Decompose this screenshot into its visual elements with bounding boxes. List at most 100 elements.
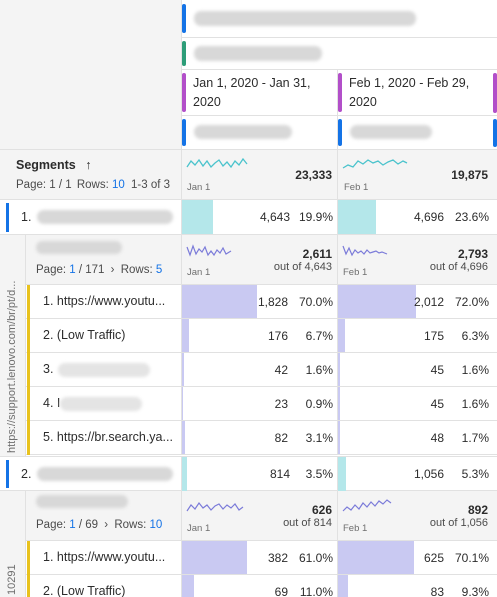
- table-row[interactable]: 2. (Low Traffic) 176 6.7% 175 6.3%: [26, 319, 497, 353]
- row-label: 2. (Low Traffic): [43, 328, 126, 342]
- breakdown-pagination: Page: 1 / 69 › Rows: 10: [36, 519, 163, 531]
- cell-value: 23: [274, 397, 288, 411]
- teal-value-bar: [182, 457, 188, 491]
- teal-value-bar: [338, 457, 347, 491]
- sparkline-jan: [186, 501, 244, 512]
- purple-value-bar: [338, 285, 416, 318]
- purple-value-bar: [338, 353, 340, 386]
- cell-value: 48: [430, 431, 444, 445]
- purple-value-bar: [338, 575, 349, 597]
- column-metric-jan[interactable]: [182, 116, 338, 150]
- arrow-up-icon[interactable]: ↑: [85, 158, 92, 172]
- cell-percent: 19.9%: [298, 210, 333, 224]
- breakdown-out-of: out of 1,056: [429, 517, 488, 529]
- page-input[interactable]: 1: [69, 264, 76, 276]
- cell-value: 175: [423, 329, 444, 343]
- blue-accent-bar: [182, 119, 186, 146]
- column-total: 19,875: [451, 168, 488, 182]
- sparkline-jan: [186, 157, 248, 169]
- redacted-segment-name: [37, 210, 173, 224]
- segments-title[interactable]: Segments ↑: [16, 158, 92, 172]
- row-label: 2. (Low Traffic): [43, 584, 126, 597]
- table-row[interactable]: 5. https://br.search.ya... 82 3.1% 48 1.…: [26, 421, 497, 455]
- cell-percent: 70.0%: [298, 295, 333, 309]
- table-row[interactable]: 2. (Low Traffic) 69 11.0% 83 9.3%: [26, 575, 497, 597]
- cell-percent: 9.3%: [461, 585, 489, 597]
- breakdown-dimension-label: 10291: [6, 564, 18, 595]
- sparkline-label: Jan 1: [187, 182, 211, 193]
- yellow-accent-bar: [27, 541, 30, 575]
- breakdown-header-row: Page: 1 / 69 › Rows: 10 Jan 1 626 out of…: [26, 491, 497, 541]
- cell-percent: 70.1%: [454, 551, 489, 565]
- table-row-segment-2[interactable]: 2. 814 3.5% 1,056 5.3%: [0, 456, 497, 492]
- segment-number: 1.: [21, 210, 32, 224]
- cell-value: 82: [274, 431, 288, 445]
- chevron-right-icon[interactable]: ›: [110, 264, 115, 276]
- yellow-accent-bar: [27, 319, 30, 353]
- date-range-label: Jan 1, 2020 - Jan 31, 2020: [193, 76, 311, 109]
- cell-value: 69: [274, 585, 288, 597]
- cell-percent: 1.6%: [461, 397, 489, 411]
- breakdown-total: 626: [311, 503, 332, 517]
- cell-value: 4,643: [259, 210, 290, 224]
- redacted-row-label: [58, 363, 150, 377]
- row-label: 5. https://br.search.ya...: [43, 430, 173, 444]
- purple-value-bar: [338, 387, 340, 420]
- purple-value-bar: [338, 421, 340, 454]
- column-metric-feb[interactable]: [338, 116, 497, 150]
- page-indicator[interactable]: 1 / 1: [49, 179, 72, 191]
- blue-accent-bar: [182, 4, 186, 33]
- rows-selector[interactable]: 5: [155, 264, 163, 276]
- purple-value-bar: [182, 575, 194, 597]
- cell-percent: 0.9%: [305, 397, 333, 411]
- redacted-header: [194, 11, 416, 26]
- table-corner: [0, 0, 182, 150]
- cell-value: 382: [267, 551, 288, 565]
- redacted-segment-name: [37, 467, 173, 481]
- cell-value: 83: [430, 585, 444, 597]
- rows-selector[interactable]: 10: [112, 179, 125, 191]
- column-date-jan[interactable]: Jan 1, 2020 - Jan 31, 2020: [182, 70, 338, 116]
- purple-value-bar: [182, 387, 183, 420]
- row-label: 1. https://www.youtu...: [43, 294, 166, 308]
- sparkline-jan: [186, 244, 232, 257]
- teal-value-bar: [182, 200, 213, 234]
- table-row[interactable]: 1. https://www.youtu... 1,828 70.0% 2,01…: [26, 285, 497, 319]
- purple-value-bar: [182, 541, 248, 574]
- cell-percent: 1.7%: [461, 431, 489, 445]
- breakdown-out-of: out of 4,696: [429, 261, 488, 273]
- blue-accent-bar: [6, 203, 9, 232]
- column-date-feb[interactable]: Feb 1, 2020 - Feb 29, 2020: [338, 70, 497, 116]
- table-row[interactable]: 3. 42 1.6% 45 1.6%: [26, 353, 497, 387]
- cell-value: 625: [423, 551, 444, 565]
- cell-value: 4,696: [413, 210, 444, 224]
- breakdown-total: 2,611: [302, 247, 332, 261]
- table-row[interactable]: 1. https://www.youtu... 382 61.0% 625 70…: [26, 541, 497, 575]
- magenta-accent-bar: [182, 73, 186, 112]
- sparkline-label: Feb 1: [343, 523, 368, 534]
- purple-value-bar: [338, 319, 345, 352]
- segments-header-row: Segments ↑ Page: 1 / 1 Rows: 10 1-3 of 3…: [0, 150, 497, 200]
- chevron-right-icon[interactable]: ›: [104, 519, 109, 531]
- yellow-accent-bar: [27, 353, 30, 387]
- rows-selector[interactable]: 10: [149, 519, 163, 531]
- yellow-accent-bar: [27, 285, 30, 319]
- cell-value: 1,828: [257, 295, 288, 309]
- blue-accent-bar: [338, 119, 342, 146]
- cell-percent: 3.5%: [305, 467, 333, 481]
- sparkline-label: Jan 1: [187, 267, 211, 278]
- page-input[interactable]: 1: [69, 519, 76, 531]
- segment-number: 2.: [21, 467, 32, 481]
- sparkline-feb: [342, 159, 408, 169]
- sparkline-feb: [342, 245, 388, 257]
- row-label: 1. https://www.youtu...: [43, 550, 166, 564]
- redacted-row-label: [60, 397, 142, 411]
- table-row-segment-1[interactable]: 1. 4,643 19.9% 4,696 23.6%: [0, 200, 497, 235]
- blue-accent-bar: [6, 460, 9, 488]
- cell-value: 176: [267, 329, 288, 343]
- green-accent-bar: [182, 41, 186, 66]
- cell-value: 2,012: [413, 295, 444, 309]
- purple-value-bar: [338, 541, 414, 574]
- breakdown-out-of: out of 4,643: [273, 261, 332, 273]
- table-row[interactable]: 4. I 23 0.9% 45 1.6%: [26, 387, 497, 421]
